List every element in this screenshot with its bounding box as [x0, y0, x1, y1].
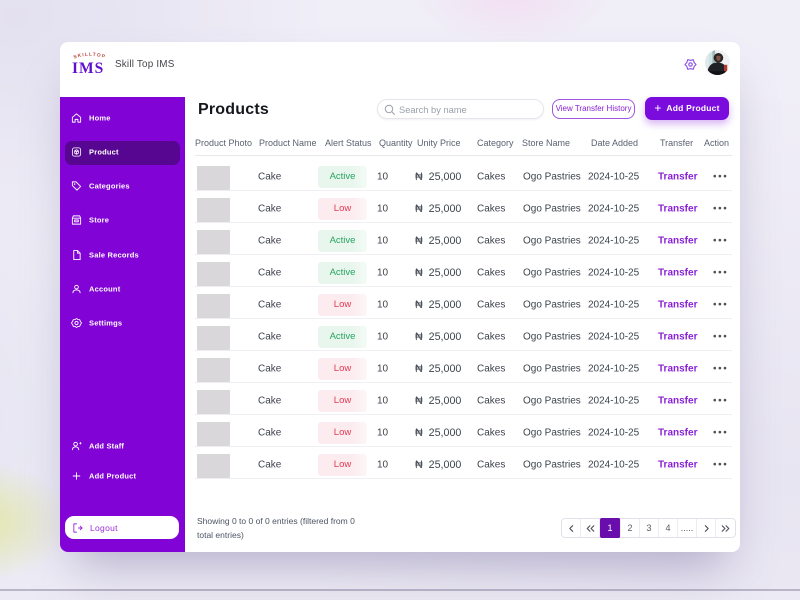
svg-text:IMS: IMS — [72, 60, 104, 77]
svg-text:SKILLTOP: SKILLTOP — [73, 52, 107, 61]
